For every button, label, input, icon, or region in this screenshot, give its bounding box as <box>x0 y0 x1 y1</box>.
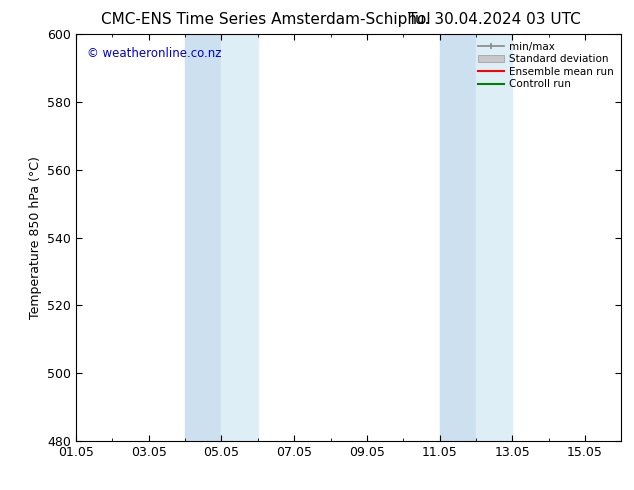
Y-axis label: Temperature 850 hPa (°C): Temperature 850 hPa (°C) <box>29 156 42 319</box>
Bar <box>439 34 476 441</box>
Bar <box>221 34 258 441</box>
Text: CMC-ENS Time Series Amsterdam-Schiphol: CMC-ENS Time Series Amsterdam-Schiphol <box>101 12 431 27</box>
Text: © weatheronline.co.nz: © weatheronline.co.nz <box>87 47 221 59</box>
Bar <box>476 34 512 441</box>
Legend: min/max, Standard deviation, Ensemble mean run, Controll run: min/max, Standard deviation, Ensemble me… <box>476 40 616 92</box>
Bar <box>185 34 221 441</box>
Text: Tu. 30.04.2024 03 UTC: Tu. 30.04.2024 03 UTC <box>408 12 581 27</box>
